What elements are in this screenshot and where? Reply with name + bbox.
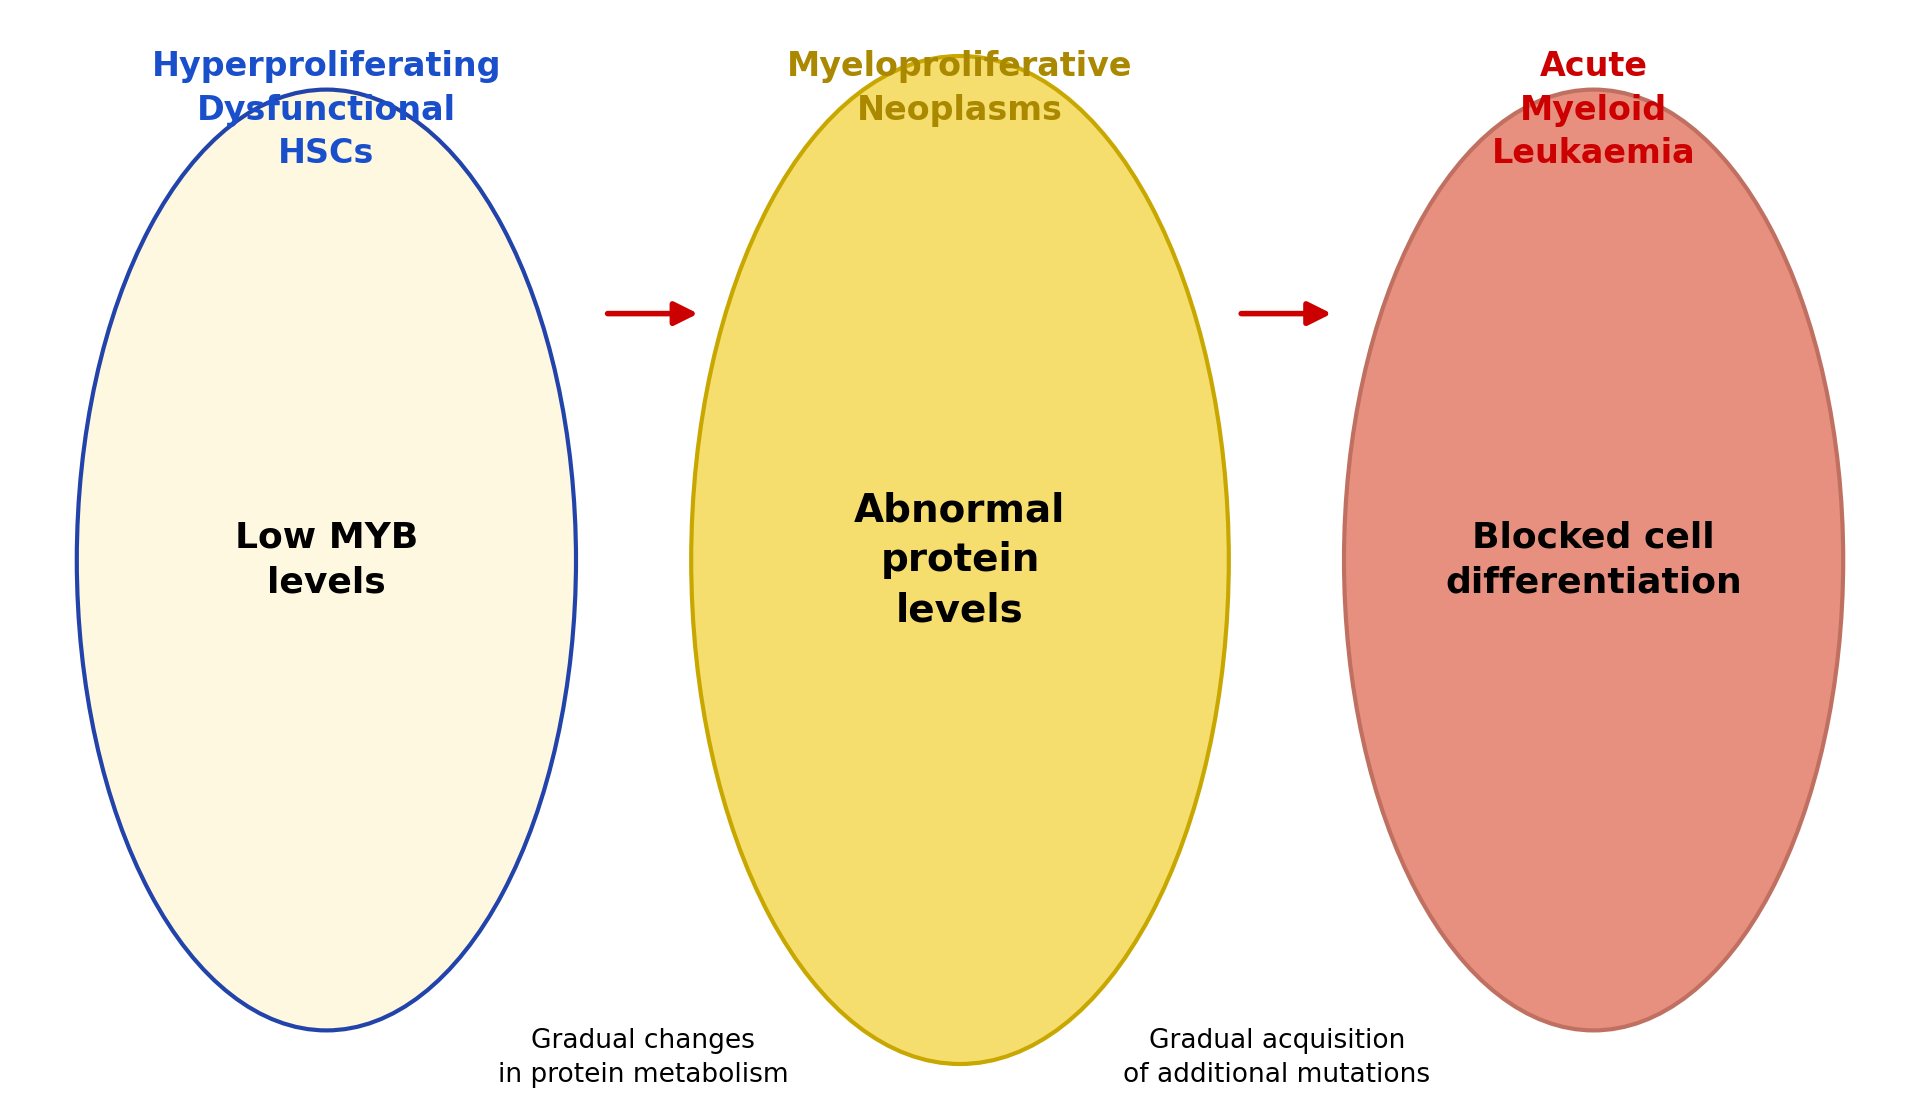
Text: Gradual changes
in protein metabolism: Gradual changes in protein metabolism: [497, 1028, 789, 1089]
Ellipse shape: [1344, 90, 1843, 1030]
Text: Acute
Myeloid
Leukaemia: Acute Myeloid Leukaemia: [1492, 50, 1695, 170]
Ellipse shape: [77, 90, 576, 1030]
Text: Myeloproliferative
Neoplasms: Myeloproliferative Neoplasms: [787, 50, 1133, 127]
Text: Low MYB
levels: Low MYB levels: [234, 521, 419, 599]
Text: Hyperproliferating
Dysfunctional
HSCs: Hyperproliferating Dysfunctional HSCs: [152, 50, 501, 170]
Text: Gradual acquisition
of additional mutations: Gradual acquisition of additional mutati…: [1123, 1028, 1430, 1089]
Text: Abnormal
protein
levels: Abnormal protein levels: [854, 491, 1066, 629]
Text: Blocked cell
differentiation: Blocked cell differentiation: [1446, 521, 1741, 599]
Ellipse shape: [691, 56, 1229, 1064]
